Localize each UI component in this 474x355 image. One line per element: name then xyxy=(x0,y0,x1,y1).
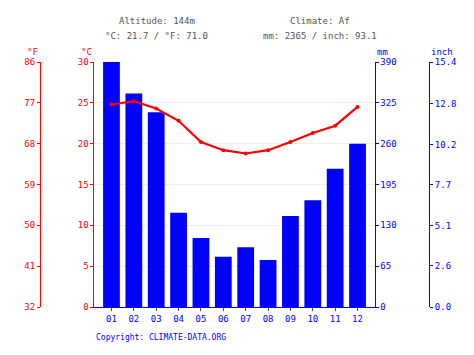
svg-text:Copyright: CLIMATE-DATA.ORG: Copyright: CLIMATE-DATA.ORG xyxy=(96,333,226,342)
svg-text:32: 32 xyxy=(24,302,35,312)
svg-text:°C: °C xyxy=(81,47,92,57)
svg-text:260: 260 xyxy=(380,139,396,149)
svg-text:2.6: 2.6 xyxy=(435,261,451,271)
svg-text:02: 02 xyxy=(128,314,139,324)
svg-text:mm: mm xyxy=(377,47,388,57)
svg-text:06: 06 xyxy=(218,314,229,324)
svg-text:30: 30 xyxy=(78,57,89,67)
svg-text:5: 5 xyxy=(83,261,88,271)
svg-text:11: 11 xyxy=(330,314,341,324)
svg-text:Climate: Af: Climate: Af xyxy=(290,16,350,26)
svg-text:12: 12 xyxy=(352,314,363,324)
svg-text:390: 390 xyxy=(380,57,396,67)
svg-text:08: 08 xyxy=(263,314,274,324)
svg-text:Altitude: 144m: Altitude: 144m xyxy=(119,16,195,26)
svg-text:10: 10 xyxy=(307,314,318,324)
svg-text:15.4: 15.4 xyxy=(435,57,457,67)
svg-text:68: 68 xyxy=(24,139,35,149)
svg-text:05: 05 xyxy=(196,314,207,324)
svg-text:25: 25 xyxy=(78,98,89,108)
svg-text:04: 04 xyxy=(173,314,184,324)
svg-text:inch: inch xyxy=(431,47,453,57)
svg-text:130: 130 xyxy=(380,220,396,230)
svg-text:12.8: 12.8 xyxy=(435,99,457,109)
svg-text:5.1: 5.1 xyxy=(435,221,451,231)
svg-text:325: 325 xyxy=(380,98,396,108)
svg-text:195: 195 xyxy=(380,180,396,190)
svg-text:15: 15 xyxy=(78,180,89,190)
svg-text:20: 20 xyxy=(78,139,89,149)
svg-text:0: 0 xyxy=(380,302,385,312)
svg-text:86: 86 xyxy=(24,57,35,67)
svg-text:65: 65 xyxy=(380,261,391,271)
svg-text:09: 09 xyxy=(285,314,296,324)
svg-text:41: 41 xyxy=(24,261,35,271)
svg-text:0: 0 xyxy=(83,302,88,312)
svg-text:07: 07 xyxy=(240,314,251,324)
svg-text:10.2: 10.2 xyxy=(435,140,457,150)
svg-text:mm: 2365 / inch: 93.1: mm: 2365 / inch: 93.1 xyxy=(263,31,377,41)
svg-text:77: 77 xyxy=(24,98,35,108)
svg-text:59: 59 xyxy=(24,180,35,190)
svg-text:01: 01 xyxy=(106,314,117,324)
svg-text:7.7: 7.7 xyxy=(435,180,451,190)
svg-text:°F: °F xyxy=(27,47,38,57)
svg-text:°C: 21.7 / °F: 71.0: °C: 21.7 / °F: 71.0 xyxy=(105,31,208,41)
svg-text:10: 10 xyxy=(78,220,89,230)
svg-text:0.0: 0.0 xyxy=(435,302,451,312)
svg-text:50: 50 xyxy=(24,220,35,230)
svg-text:03: 03 xyxy=(151,314,162,324)
